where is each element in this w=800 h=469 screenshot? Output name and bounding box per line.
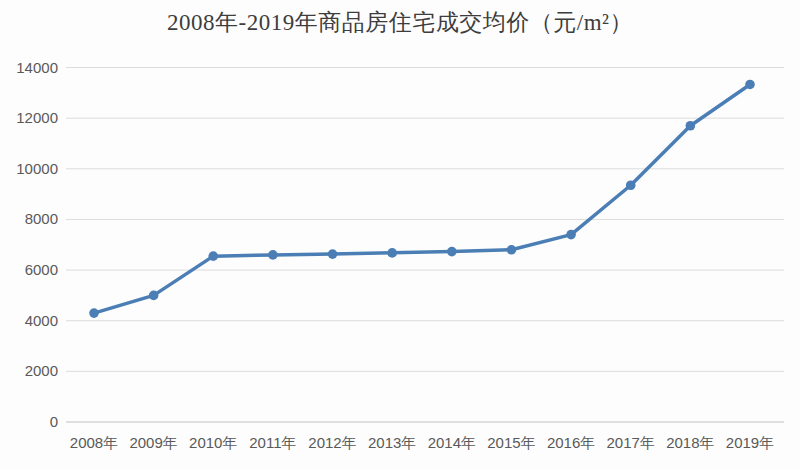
data-point <box>328 249 338 259</box>
x-tick-label: 2016年 <box>547 434 595 451</box>
x-tick-label: 2018年 <box>666 434 714 451</box>
x-tick-label: 2015年 <box>487 434 535 451</box>
x-tick-label: 2008年 <box>70 434 118 451</box>
x-tick-label: 2012年 <box>308 434 356 451</box>
chart-container: 2008年-2019年商品房住宅成交均价（元/m²） 0200040006000… <box>0 0 800 469</box>
data-point <box>686 121 696 131</box>
y-tick-label: 4000 <box>25 312 58 329</box>
y-tick-label: 0 <box>50 413 58 430</box>
y-tick-label: 8000 <box>25 210 58 227</box>
data-point <box>268 250 278 260</box>
y-tick-label: 12000 <box>16 109 58 126</box>
x-tick-label: 2011年 <box>249 434 296 451</box>
data-point <box>447 247 457 257</box>
x-tick-label: 2009年 <box>129 434 177 451</box>
y-tick-label: 6000 <box>25 261 58 278</box>
data-point <box>507 245 517 255</box>
y-tick-label: 2000 <box>25 362 58 379</box>
x-tick-label: 2010年 <box>189 434 237 451</box>
line-chart: 0 2000 4000 6000 8000 10000 12000 14000 2008年 200… <box>0 0 800 469</box>
data-point <box>566 230 576 240</box>
data-point <box>626 180 636 190</box>
data-point <box>89 308 99 318</box>
x-tick-label: 2014年 <box>428 434 476 451</box>
price-line <box>94 84 750 313</box>
y-tick-label: 10000 <box>16 160 58 177</box>
data-point <box>745 80 755 90</box>
x-tick-label: 2017年 <box>607 434 655 451</box>
y-tick-label: 14000 <box>16 59 58 76</box>
data-point <box>149 291 159 301</box>
x-tick-label: 2019年 <box>726 434 774 451</box>
x-tick-label: 2013年 <box>368 434 416 451</box>
data-point <box>387 248 397 258</box>
data-point <box>208 251 218 261</box>
